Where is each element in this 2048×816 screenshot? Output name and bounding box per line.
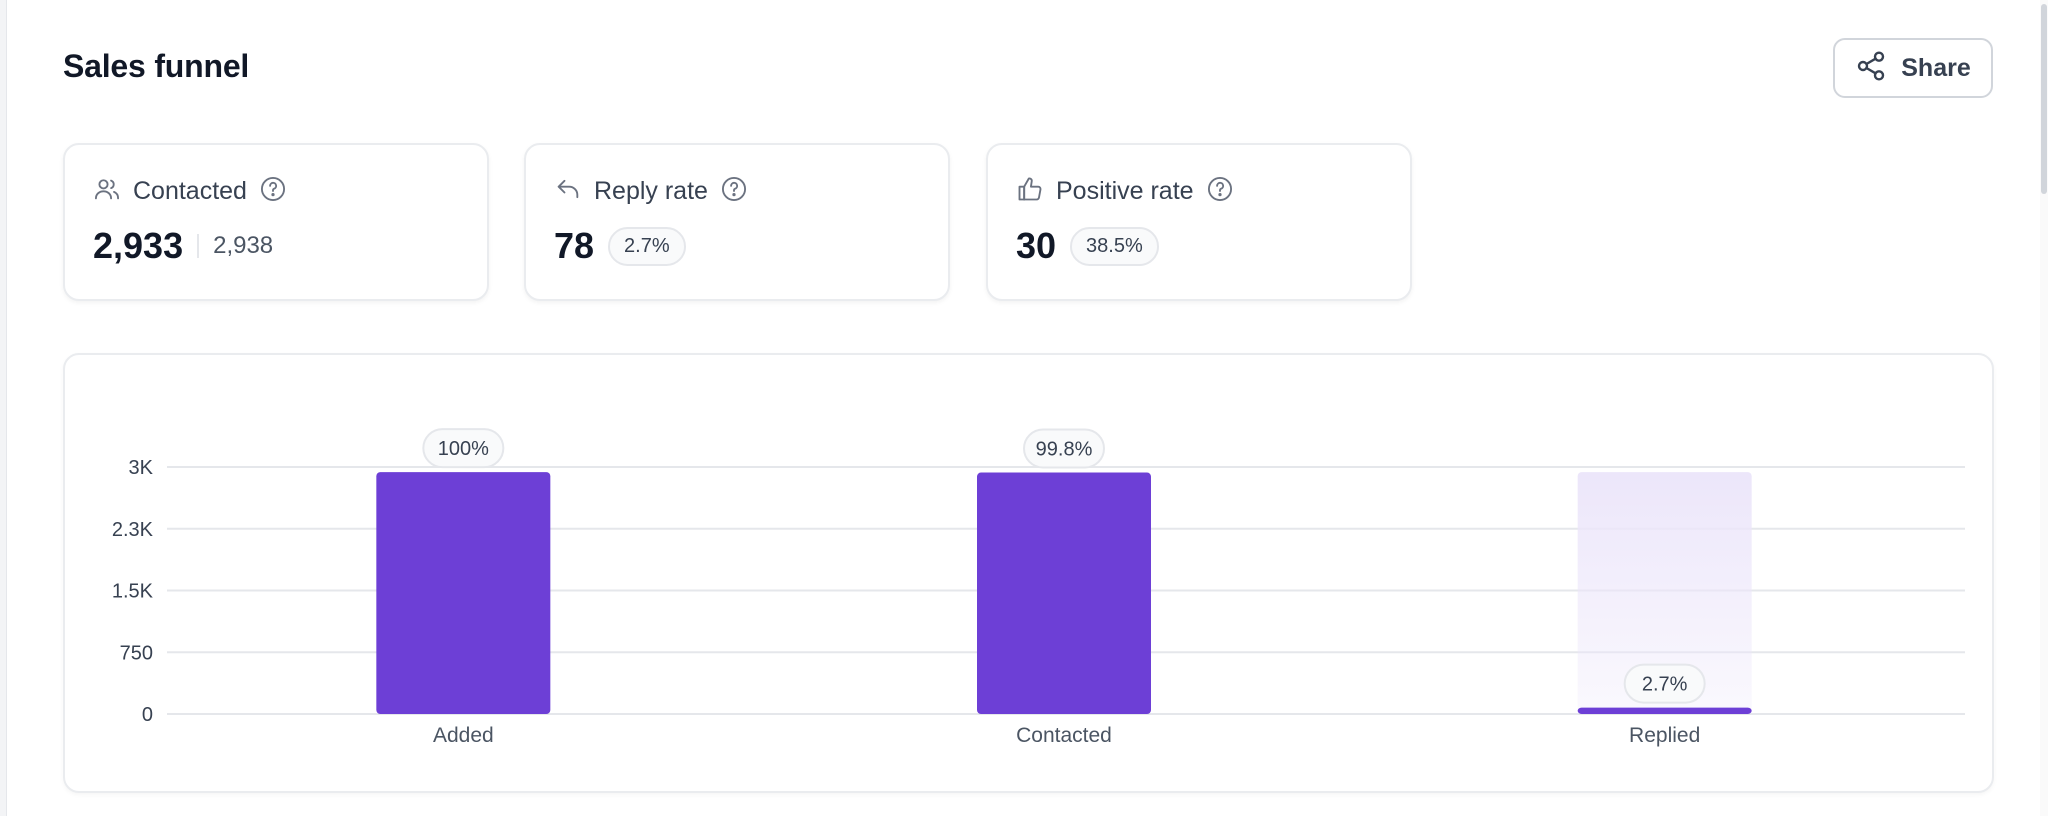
users-icon [93, 175, 121, 208]
bar [376, 472, 551, 714]
y-tick-label: 2.3K [112, 519, 154, 541]
x-category-label: Contacted [1016, 724, 1112, 747]
bar-percent-badge [422, 428, 505, 469]
left-edge-panel [0, 0, 7, 816]
page-title: Sales funnel [63, 48, 250, 84]
stat-card-contacted: Contacted 2,933 2,938 [63, 143, 489, 301]
share-button-label: Share [1901, 53, 1971, 82]
bar-percent-badge [1023, 428, 1105, 469]
help-icon[interactable] [1206, 175, 1234, 208]
x-category-label: Replied [1629, 724, 1700, 747]
stat-label: Reply rate [594, 177, 708, 205]
scrollbar[interactable] [2040, 0, 2048, 816]
thumbs-up-icon [1016, 175, 1044, 208]
bar-percent-label: 100% [438, 438, 489, 460]
reply-icon [554, 175, 582, 208]
bar-percent-badge [1623, 663, 1706, 704]
funnel-chart-card: 0 750 1.5K 2.3K 3K 100% Added 99.8% Contacted 2.7… [63, 353, 1994, 793]
y-tick-label: 3K [129, 457, 154, 479]
funnel-chart: 0 750 1.5K 2.3K 3K 100% Added 99.8% Contacted 2.7… [112, 428, 1965, 747]
share-button[interactable]: Share [1833, 38, 1993, 98]
stat-card-reply-rate: Reply rate 78 2.7% [524, 143, 950, 301]
stat-secondary-value: 2,938 [213, 232, 274, 259]
y-tick-label: 0 [142, 704, 153, 726]
bar-percent-label: 2.7% [1642, 674, 1688, 696]
help-icon[interactable] [720, 175, 748, 208]
stat-badge: 2.7% [608, 226, 686, 266]
help-icon[interactable] [259, 175, 287, 208]
x-category-label: Added [433, 724, 494, 747]
share-icon [1855, 50, 1887, 87]
stat-value: 30 [1016, 225, 1057, 266]
divider [197, 234, 200, 258]
bar [977, 472, 1151, 714]
bar [1577, 707, 1752, 714]
scrollbar-thumb[interactable] [2041, 4, 2047, 194]
stat-card-positive-rate: Positive rate 30 38.5% [986, 143, 1412, 301]
y-tick-label: 1.5K [112, 581, 154, 603]
stat-label: Positive rate [1056, 177, 1194, 205]
stat-label: Contacted [133, 177, 247, 205]
stat-value: 2,933 [93, 225, 184, 266]
bar-percent-label: 99.8% [1036, 439, 1093, 461]
y-tick-label: 750 [120, 642, 153, 664]
stat-badge: 38.5% [1070, 226, 1159, 266]
bar-ghost [1577, 472, 1752, 714]
stat-value: 78 [554, 225, 595, 266]
